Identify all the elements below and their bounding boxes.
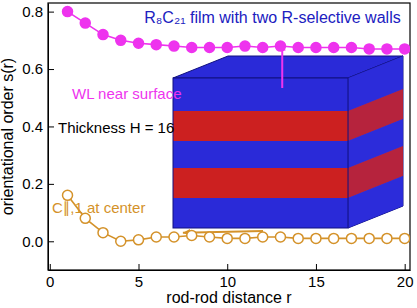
x-axis-title: rod-rod distance r (166, 289, 292, 306)
y-tick-mark (48, 69, 54, 70)
x-tick: 5 (135, 264, 143, 290)
y-tick: 0.0 (22, 233, 54, 250)
x-tick: 0 (46, 264, 54, 290)
data-point (258, 43, 268, 53)
inset-layer (173, 78, 348, 111)
data-point (169, 232, 179, 242)
data-point (187, 43, 197, 53)
texts: R₈C₂₁ film with two R-selective walls Thi… (52, 9, 401, 217)
data-point (293, 43, 303, 53)
y-tick-label: 0.6 (22, 60, 43, 77)
data-point (240, 233, 250, 243)
data-point (293, 233, 303, 243)
data-point (311, 43, 321, 53)
data-point (329, 233, 339, 243)
data-point (346, 43, 356, 53)
data-point (382, 233, 392, 243)
chart: 0 5 10 15 20 0.0 0.2 0.4 0.6 0.8 rod-rod distance … (0, 0, 417, 308)
data-point (80, 18, 90, 28)
y-tick-label: 0.0 (22, 233, 43, 250)
data-point (63, 7, 73, 17)
y-tick-label: 0.2 (22, 175, 43, 192)
data-point (116, 236, 126, 246)
inset-layer (173, 198, 348, 228)
y-tick-label: 0.4 (22, 118, 43, 135)
y-tick: 0.8 (22, 3, 54, 20)
data-point (151, 40, 161, 50)
data-point (187, 231, 197, 241)
y-tick-label: 0.8 (22, 3, 43, 20)
plot-area: 0 5 10 15 20 0.0 0.2 0.4 0.6 0.8 (22, 3, 413, 290)
inset-front (173, 78, 348, 228)
data-point (98, 228, 108, 238)
data-point (134, 235, 144, 245)
data-point (240, 41, 250, 51)
x-tick-mark (405, 264, 406, 270)
plot-frame (48, 3, 410, 270)
data-point (311, 233, 321, 243)
data-point (275, 232, 285, 242)
data-point (134, 38, 144, 48)
data-point (400, 233, 410, 243)
inset-image (173, 56, 403, 228)
data-point (98, 30, 108, 40)
x-tick-label: 5 (135, 273, 143, 290)
y-axis-line (48, 4, 49, 271)
data-point (382, 44, 392, 54)
x-tick-mark (50, 264, 51, 270)
series-label: C∥,1 at center (52, 199, 145, 217)
data-point (151, 232, 161, 242)
data-point (258, 232, 268, 242)
inset-side (348, 56, 403, 228)
y-tick: 0.2 (22, 175, 54, 192)
x-tick-label: 20 (397, 273, 414, 290)
title: R₈C₂₁ film with two R-selective walls (144, 9, 401, 26)
data-point (275, 41, 285, 51)
data-point (364, 44, 374, 54)
x-tick-mark (316, 264, 317, 270)
arrows (183, 43, 286, 236)
x-tick: 10 (219, 264, 236, 290)
x-tick: 15 (308, 264, 325, 290)
y-tick-mark (48, 184, 54, 185)
x-axis-line (49, 270, 411, 271)
data-point (169, 41, 179, 51)
y-tick: 0.4 (22, 118, 54, 135)
data-point (222, 233, 232, 243)
y-tick-mark (48, 126, 54, 127)
x-tick: 20 (397, 264, 414, 290)
x-tick-mark (227, 264, 228, 270)
data-point (346, 233, 356, 243)
inset-layer (173, 141, 348, 168)
data-point (364, 233, 374, 243)
annotation: Thickness H = 16 (58, 119, 174, 136)
inset-layer-side (348, 176, 403, 228)
data-point (329, 43, 339, 53)
data-point (222, 43, 232, 53)
y-tick: 0.6 (22, 60, 54, 77)
data-point (204, 232, 214, 242)
x-tick-label: 0 (46, 273, 54, 290)
x-axis: 0 5 10 15 20 (46, 264, 413, 290)
y-tick-mark (48, 12, 54, 13)
data-point (400, 44, 410, 54)
y-tick-mark (48, 241, 54, 242)
x-tick-mark (139, 264, 140, 270)
x-tick-label: 10 (219, 273, 236, 290)
data-point (116, 35, 126, 45)
y-axis-title: orientational order s(r) (0, 58, 16, 215)
y-axis: 0.0 0.2 0.4 0.6 0.8 (22, 3, 54, 271)
inset-layer (173, 168, 348, 198)
data-point (204, 43, 214, 53)
series-label: WL near surface (72, 85, 182, 102)
x-tick-label: 15 (308, 273, 325, 290)
inset-layer (173, 111, 348, 141)
